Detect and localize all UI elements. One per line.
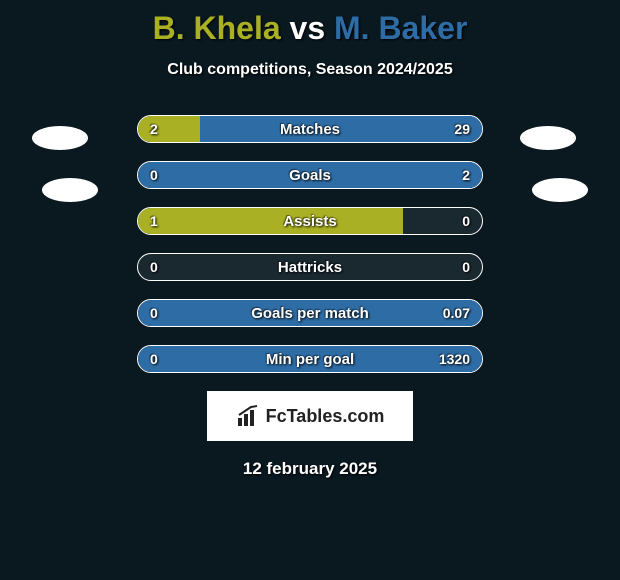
stat-value-right: 0 [462,254,470,280]
stat-value-left: 0 [150,254,158,280]
logo-box: FcTables.com [207,391,413,441]
stat-bar-left [138,116,200,142]
team-badge [32,126,88,150]
stat-bar-right [138,162,482,188]
date: 12 february 2025 [0,459,620,479]
player2-name: M. Baker [334,10,467,46]
stat-row: 0 0Hattricks [137,253,483,281]
team-badge [42,178,98,202]
team-badge [532,178,588,202]
player1-name: B. Khela [153,10,281,46]
stat-row: 00.07Goals per match [137,299,483,327]
logo-text: FcTables.com [266,406,385,427]
team-badge [520,126,576,150]
stat-label: Hattricks [138,254,482,280]
fctables-icon [236,404,260,428]
comparison-bars: 229Matches02Goals10Assists00Hattricks00.… [137,115,483,373]
stat-row: 10Assists [137,207,483,235]
stat-row: 229Matches [137,115,483,143]
stat-value-right: 0 [462,208,470,234]
stat-row: 01320Min per goal [137,345,483,373]
stat-bar-right [138,346,482,372]
stat-bar-right [200,116,482,142]
subtitle: Club competitions, Season 2024/2025 [0,61,620,79]
vs-text: vs [290,10,326,46]
stat-row: 02Goals [137,161,483,189]
page-title: B. Khela vs M. Baker [0,0,620,47]
stat-bar-left [138,208,403,234]
stat-bar-right [138,300,482,326]
